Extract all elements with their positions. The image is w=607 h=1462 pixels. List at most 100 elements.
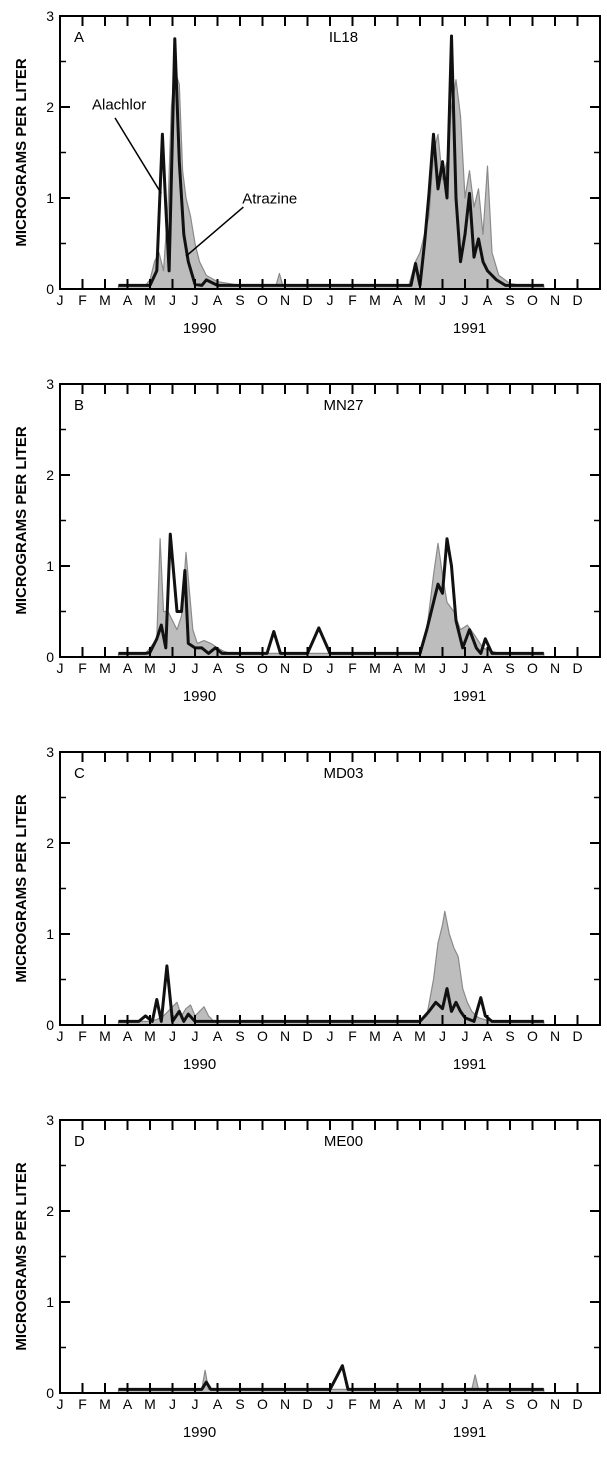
year-label-1991-a: 1991: [453, 320, 486, 337]
site-label-d: ME00: [324, 1133, 363, 1150]
x-tick-label-b: A: [393, 660, 403, 676]
panel-letter-d: D: [74, 1133, 85, 1150]
x-tick-label-a: J: [327, 292, 334, 308]
x-tick-label-d: A: [483, 1396, 493, 1412]
x-tick-label-a: S: [505, 292, 514, 308]
x-tick-label-c: M: [99, 1028, 111, 1044]
y-tick-label-d: 1: [46, 1294, 54, 1310]
x-tick-label-d: N: [280, 1396, 290, 1412]
x-tick-label-b: J: [169, 660, 176, 676]
x-tick-label-c: F: [78, 1028, 87, 1044]
series-annotation-atrazine: Atrazine: [185, 190, 297, 257]
x-tick-label-c: J: [327, 1028, 334, 1044]
x-tick-label-b: J: [57, 660, 64, 676]
x-tick-label-b: D: [302, 660, 312, 676]
y-tick-label-b: 3: [46, 376, 54, 392]
x-tick-label-d: S: [505, 1396, 514, 1412]
x-tick-label-a: J: [57, 292, 64, 308]
x-tick-label-b: M: [144, 660, 156, 676]
year-label-1991-d: 1991: [453, 1424, 486, 1441]
y-tick-label-a: 0: [46, 281, 54, 297]
x-tick-label-d: J: [192, 1396, 199, 1412]
series-annotation-alachlor: Alachlor: [92, 97, 162, 194]
plot-frame-a: [59, 15, 601, 290]
x-tick-label-b: J: [439, 660, 446, 676]
x-tick-label-b: O: [527, 660, 538, 676]
site-label-b: MN27: [323, 397, 363, 414]
x-tick-label-a: O: [527, 292, 538, 308]
x-tick-label-d: J: [57, 1396, 64, 1412]
x-tick-label-c: M: [369, 1028, 381, 1044]
plot-content-d: [117, 1364, 545, 1394]
y-tick-label-a: 3: [46, 8, 54, 24]
x-tick-label-c: N: [280, 1028, 290, 1044]
x-tick-label-a: M: [144, 292, 156, 308]
x-tick-label-c: D: [572, 1028, 582, 1044]
x-tick-label-a: M: [99, 292, 111, 308]
panel-letter-a: A: [74, 29, 84, 46]
year-label-1991-c: 1991: [453, 1056, 486, 1073]
x-tick-label-a: J: [439, 292, 446, 308]
y-tick-label-c: 1: [46, 926, 54, 942]
plot-content-b: [117, 532, 545, 658]
x-tick-label-d: M: [99, 1396, 111, 1412]
y-tick-label-d: 0: [46, 1385, 54, 1401]
x-tick-label-c: O: [257, 1028, 268, 1044]
x-tick-label-a: A: [483, 292, 493, 308]
atrazine-leader-line: [185, 206, 244, 257]
y-axis-label-b: MICROGRAMS PER LITER: [13, 426, 30, 615]
year-label-1990-c: 1990: [183, 1056, 216, 1073]
x-tick-label-a: F: [348, 292, 357, 308]
x-tick-label-b: N: [280, 660, 290, 676]
x-tick-label-c: D: [302, 1028, 312, 1044]
x-tick-label-c: M: [144, 1028, 156, 1044]
x-tick-label-b: D: [572, 660, 582, 676]
x-tick-label-c: A: [483, 1028, 493, 1044]
year-label-1990-b: 1990: [183, 688, 216, 705]
x-tick-label-d: A: [123, 1396, 133, 1412]
x-tick-label-b: S: [505, 660, 514, 676]
x-tick-label-d: M: [414, 1396, 426, 1412]
x-tick-label-c: J: [57, 1028, 64, 1044]
x-tick-label-d: F: [78, 1396, 87, 1412]
x-tick-label-d: D: [572, 1396, 582, 1412]
x-tick-label-a: F: [78, 292, 87, 308]
site-label-a: IL18: [329, 29, 358, 46]
year-label-1990-a: 1990: [183, 320, 216, 337]
alachlor-leader-line: [114, 117, 162, 194]
x-tick-label-c: A: [213, 1028, 223, 1044]
x-tick-label-b: F: [348, 660, 357, 676]
x-tick-label-a: N: [550, 292, 560, 308]
x-tick-label-b: S: [235, 660, 244, 676]
x-tick-label-b: N: [550, 660, 560, 676]
x-tick-label-a: D: [572, 292, 582, 308]
x-tick-label-c: O: [527, 1028, 538, 1044]
y-tick-label-b: 0: [46, 649, 54, 665]
atrazine-label: Atrazine: [242, 190, 297, 207]
x-tick-label-c: M: [414, 1028, 426, 1044]
y-tick-label-c: 3: [46, 744, 54, 760]
year-label-1991-b: 1991: [453, 688, 486, 705]
y-axis-label-c: MICROGRAMS PER LITER: [13, 794, 30, 983]
x-tick-label-c: S: [505, 1028, 514, 1044]
series-atrazine-area-a: [117, 70, 545, 290]
site-label-c: MD03: [323, 765, 363, 782]
plot-frame-d: [59, 1119, 601, 1394]
y-axis-label-d: MICROGRAMS PER LITER: [13, 1162, 30, 1351]
x-tick-label-c: S: [235, 1028, 244, 1044]
y-tick-label-a: 2: [46, 99, 54, 115]
x-tick-label-a: J: [462, 292, 469, 308]
x-tick-label-d: O: [257, 1396, 268, 1412]
x-tick-label-a: J: [192, 292, 199, 308]
series-alachlor-line-c: [118, 964, 544, 1023]
y-axis-label-a: MICROGRAMS PER LITER: [13, 58, 30, 247]
y-tick-label-d: 2: [46, 1203, 54, 1219]
x-tick-label-a: D: [302, 292, 312, 308]
y-tick-label-a: 1: [46, 190, 54, 206]
x-tick-label-b: F: [78, 660, 87, 676]
x-tick-label-b: M: [414, 660, 426, 676]
